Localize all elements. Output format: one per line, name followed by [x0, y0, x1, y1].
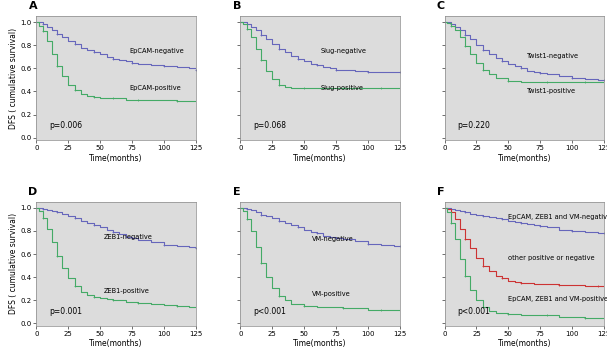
Text: F: F: [436, 187, 444, 197]
X-axis label: Time(months): Time(months): [89, 340, 143, 349]
Text: p=0.220: p=0.220: [457, 121, 490, 130]
X-axis label: Time(months): Time(months): [293, 340, 347, 349]
Text: Twist1-positive: Twist1-positive: [527, 88, 577, 93]
Text: ZEB1-negative: ZEB1-negative: [103, 233, 152, 240]
Text: EpCAM, ZEB1 and VM-positive: EpCAM, ZEB1 and VM-positive: [508, 295, 607, 302]
Text: Slug-positive: Slug-positive: [320, 85, 363, 91]
Text: EpCAM-positive: EpCAM-positive: [129, 85, 181, 91]
Text: D: D: [29, 187, 38, 197]
X-axis label: Time(months): Time(months): [498, 154, 551, 163]
Text: E: E: [232, 187, 240, 197]
Text: ZEB1-positive: ZEB1-positive: [103, 288, 149, 294]
Text: Twist1-negative: Twist1-negative: [527, 53, 580, 59]
Text: C: C: [436, 1, 445, 11]
Text: p=0.006: p=0.006: [49, 121, 83, 130]
Text: p<0.001: p<0.001: [457, 307, 490, 316]
Text: Slug-negative: Slug-negative: [320, 48, 366, 54]
Text: p=0.068: p=0.068: [253, 121, 287, 130]
Text: VM-negative: VM-negative: [312, 236, 354, 242]
Y-axis label: DFS ( cumulative survival): DFS ( cumulative survival): [8, 213, 18, 315]
Text: A: A: [29, 1, 37, 11]
X-axis label: Time(months): Time(months): [498, 340, 551, 349]
Y-axis label: DFS ( cumulative survival): DFS ( cumulative survival): [8, 28, 18, 129]
X-axis label: Time(months): Time(months): [293, 154, 347, 163]
X-axis label: Time(months): Time(months): [89, 154, 143, 163]
Text: p=0.001: p=0.001: [49, 307, 82, 316]
Text: B: B: [232, 1, 241, 11]
Text: EpCAM-negative: EpCAM-negative: [129, 48, 184, 54]
Text: other positive or negative: other positive or negative: [508, 255, 595, 261]
Text: EpCAM, ZEB1 and VM-negative: EpCAM, ZEB1 and VM-negative: [508, 214, 607, 220]
Text: VM-positive: VM-positive: [312, 291, 351, 296]
Text: p<0.001: p<0.001: [253, 307, 286, 316]
